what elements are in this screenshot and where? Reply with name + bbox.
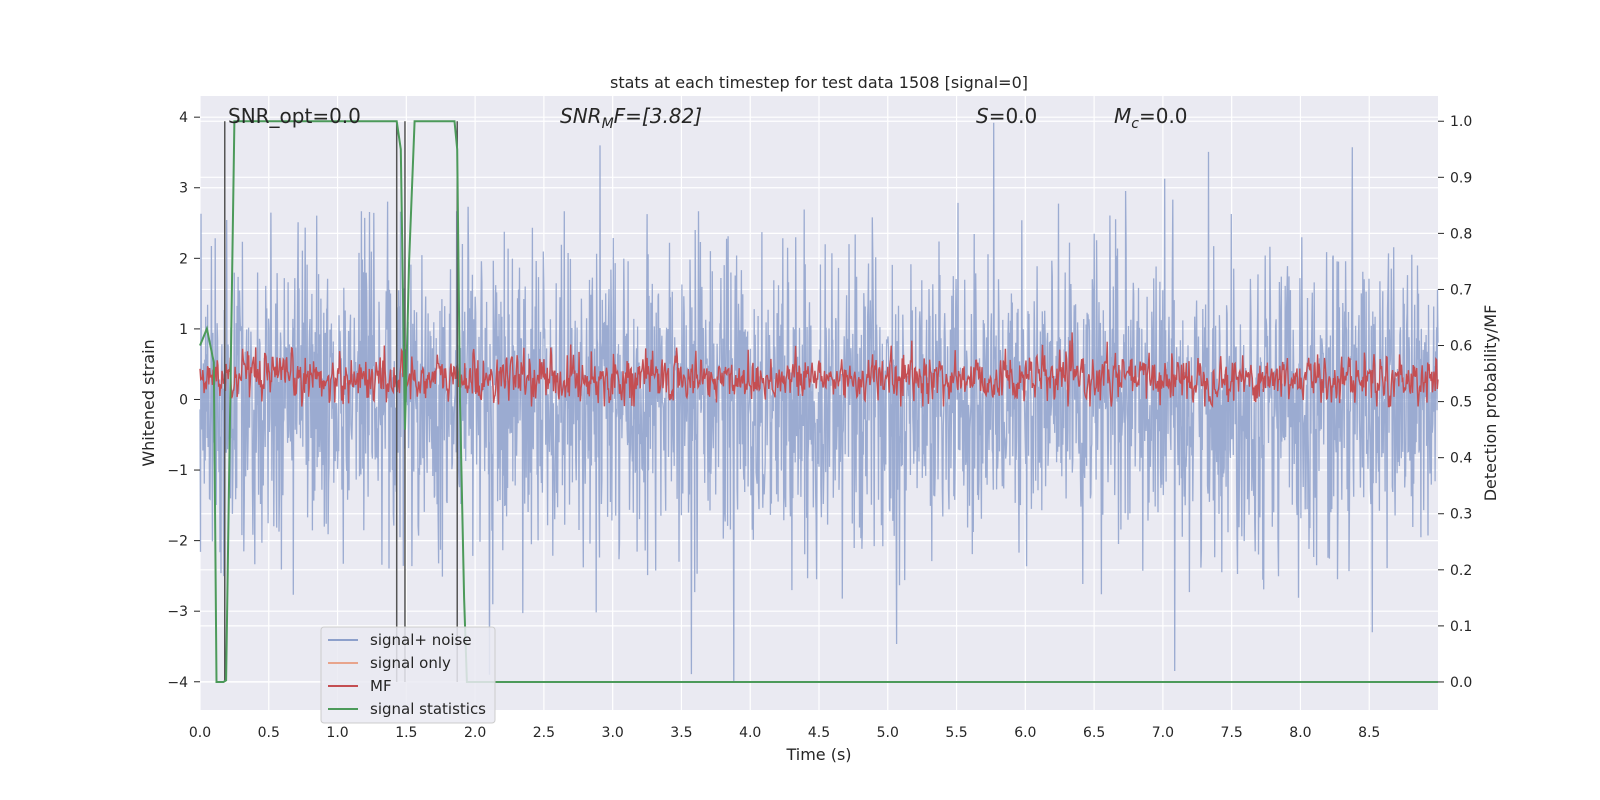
y-tick-label-left: 3 — [179, 181, 188, 197]
x-tick-label: 5.0 — [877, 725, 899, 741]
x-tick-label: 5.5 — [945, 725, 967, 741]
y-tick-label-right: 0.2 — [1450, 563, 1472, 579]
y-tick-label-right: 0.3 — [1450, 507, 1472, 523]
y-axis-left-ticks: 4 3 2 1 0 −1 −2 −3 −4 — [167, 110, 200, 691]
y-tick-label-left: 0 — [179, 392, 188, 408]
x-tick-label: 2.0 — [464, 725, 486, 741]
annotation-snr-mf-sub: M — [602, 116, 614, 132]
annotation-s: S=0.0 — [976, 104, 1037, 128]
x-tick-label: 8.5 — [1358, 725, 1380, 741]
y-tick-label-left: 2 — [179, 251, 188, 267]
annotation-snr-mf-base: SNR — [560, 104, 602, 128]
x-tick-label: 1.5 — [395, 725, 417, 741]
y-axis-right-ticks: 1.0 0.9 0.8 0.7 0.6 0.5 0.4 0.3 0.2 0.1 0.0 — [1438, 114, 1472, 691]
annotation-s-italic: S — [976, 104, 989, 128]
x-tick-label: 4.0 — [739, 725, 761, 741]
y-tick-label-right: 0.5 — [1450, 395, 1472, 411]
x-tick-label: 0.0 — [189, 725, 211, 741]
x-axis-label: Time (s) — [785, 745, 851, 764]
y-tick-label-right: 0.9 — [1450, 170, 1472, 186]
x-tick-label: 0.5 — [258, 725, 280, 741]
x-tick-label: 6.0 — [1014, 725, 1036, 741]
y-tick-label-right: 0.4 — [1450, 451, 1472, 467]
annotation-mc-rest: =0.0 — [1139, 104, 1188, 128]
x-tick-label: 6.5 — [1083, 725, 1105, 741]
y-tick-label-right: 0.0 — [1450, 675, 1472, 691]
x-tick-label: 1.0 — [326, 725, 348, 741]
x-tick-label: 7.5 — [1221, 725, 1243, 741]
annotation-mc: Mc=0.0 — [1114, 104, 1188, 132]
y-tick-label-right: 0.6 — [1450, 339, 1472, 355]
x-tick-label: 7.0 — [1152, 725, 1174, 741]
legend-label-signal-only: signal only — [370, 654, 451, 672]
y-tick-label-right: 1.0 — [1450, 114, 1472, 130]
y-axis-right-label: Detection probability/MF — [1481, 305, 1500, 502]
x-tick-label: 3.0 — [602, 725, 624, 741]
x-tick-label: 2.5 — [533, 725, 555, 741]
y-tick-label-right: 0.7 — [1450, 282, 1472, 298]
x-tick-label: 3.5 — [670, 725, 692, 741]
y-tick-label-right: 0.8 — [1450, 226, 1472, 242]
y-tick-label-right: 0.1 — [1450, 619, 1472, 635]
y-tick-label-left: −3 — [167, 604, 188, 620]
y-axis-left-label: Whitened strain — [139, 339, 158, 466]
x-tick-label: 4.5 — [808, 725, 830, 741]
annotation-s-rest: =0.0 — [989, 104, 1038, 128]
y-tick-label-left: 1 — [179, 322, 188, 338]
series-signal-statistics — [199, 120, 1438, 683]
annotation-snr-opt: SNR_opt=0.0 — [228, 104, 361, 128]
y-tick-label-left: −2 — [167, 534, 188, 550]
annotation-mc-italic: M — [1114, 104, 1131, 128]
x-axis-ticks: 0.0 0.5 1.0 1.5 2.0 2.5 3.0 3.5 4.0 4.5 5.0 5.5 6.0 6… — [189, 725, 1380, 741]
y-tick-label-left: −4 — [167, 675, 188, 691]
legend: signal+ noise signal only MF signal stat… — [320, 626, 496, 724]
chart-title: stats at each timestep for test data 150… — [610, 73, 1028, 92]
legend-box — [320, 626, 496, 724]
annotation-snr-mf: SNRMF=[3.82] — [560, 104, 702, 132]
x-tick-label: 8.0 — [1289, 725, 1311, 741]
annotation-snr-mf-rest: F=[3.82] — [614, 104, 702, 128]
y-tick-label-left: −1 — [167, 463, 188, 479]
legend-label-signal-statistics: signal statistics — [370, 700, 486, 718]
line-signal-statistics — [199, 120, 1438, 683]
legend-label-signal-noise: signal+ noise — [370, 631, 472, 649]
y-tick-label-left: 4 — [179, 110, 188, 126]
annotation-mc-sub: c — [1131, 116, 1139, 132]
legend-label-mf: MF — [370, 677, 392, 695]
